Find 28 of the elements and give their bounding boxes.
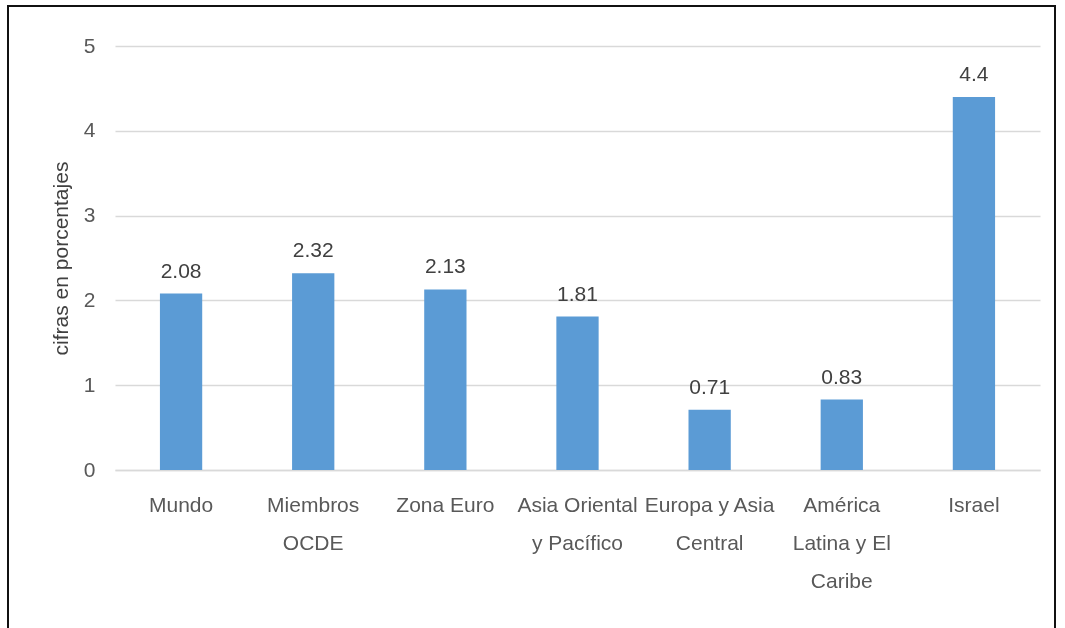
y-tick-label: 1 <box>83 372 96 396</box>
data-label: 0.83 <box>821 364 863 388</box>
x-tick-label: Europa y Asia Central <box>644 492 775 554</box>
y-tick-label: 5 <box>83 33 96 57</box>
x-tick-label: Israel <box>948 492 1000 516</box>
y-tick-label: 3 <box>83 203 96 227</box>
data-label: 4.4 <box>959 61 989 85</box>
x-tick-label: Zona Euro <box>396 492 495 516</box>
bar <box>159 293 203 470</box>
data-label: 2.13 <box>424 254 466 278</box>
x-tick-label: Mundo <box>148 492 214 516</box>
bar <box>688 409 731 470</box>
data-label: 2.32 <box>292 238 334 262</box>
bar <box>820 399 863 470</box>
data-label: 0.71 <box>689 374 731 398</box>
y-axis-title: cifras en porcentajes <box>48 161 72 356</box>
y-tick-label: 0 <box>83 457 96 481</box>
x-tick-label: Miembros OCDE <box>267 492 360 554</box>
x-tick-label: América Latina y El Caribe <box>792 492 891 592</box>
y-tick-label: 4 <box>83 118 96 142</box>
data-label: 1.81 <box>557 281 598 305</box>
bar <box>556 316 599 470</box>
bar <box>292 273 335 470</box>
bar <box>424 289 467 470</box>
x-tick-label: Asia Oriental y Pacífico <box>517 492 638 554</box>
bar <box>952 96 996 470</box>
y-tick-label: 2 <box>83 287 96 311</box>
data-label: 2.08 <box>160 258 202 282</box>
